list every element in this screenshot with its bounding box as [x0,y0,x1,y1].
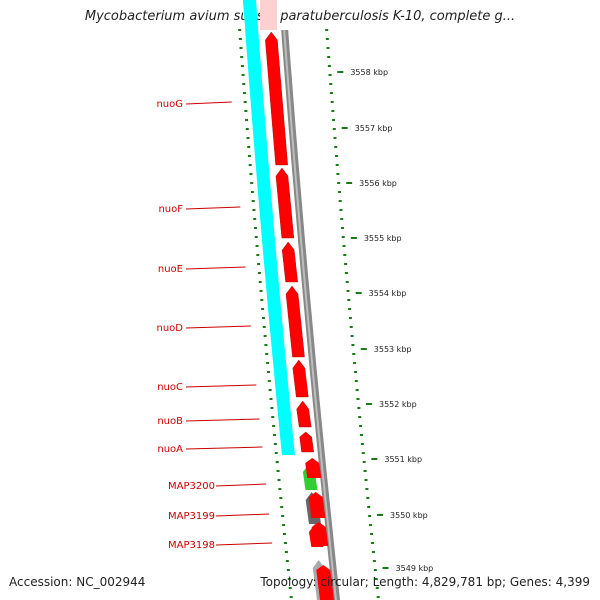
backbone-highlight [283,30,337,600]
gene-arrow-0 [265,31,288,166]
topology-summary: Topology: circular; Length: 4,829,781 bp… [260,575,590,589]
gene-arrow-4 [292,359,309,398]
gene-label-nuoC: nuoC [157,382,183,393]
gene-arrow-5 [296,400,312,428]
scale-label: 3549 kbp [396,564,434,573]
leader-line [185,418,260,422]
leader-line [215,542,273,546]
leader-line [185,206,241,210]
gene-arrow-6 [299,431,314,453]
gene-label-nuoB: nuoB [157,416,183,427]
reverse-gene-top [243,0,256,5]
map-gene-arrow-3 [316,565,334,600]
scale-label: 3550 kbp [390,511,428,520]
gene-label-nuoA: nuoA [157,444,183,455]
backbone [281,30,340,600]
scale-label: 3558 kbp [350,68,388,77]
leader-line [215,513,270,517]
gene-label-MAP3200: MAP3200 [168,481,215,492]
tick-marks [238,29,389,598]
gene-label-nuoG: nuoG [156,99,183,110]
leader-line [185,446,263,450]
scale-label: 3551 kbp [384,455,422,464]
scale-labels: 3558 kbp 3557 kbp 3556 kbp 3555 kbp 3554 kbp… [350,68,433,573]
scale-label: 3557 kbp [355,124,393,133]
leader-line [215,483,267,487]
scale-label: 3556 kbp [359,179,397,188]
gene-arrow-3 [285,285,305,358]
gene-label-nuoF: nuoF [158,204,183,215]
leader-line [185,384,257,388]
map-gene-arrow-2 [311,522,329,546]
scale-label: 3554 kbp [369,289,407,298]
scale-label: 3552 kbp [379,400,417,409]
leader-line [185,266,246,270]
leader-line [185,101,232,105]
gene-label-nuoE: nuoE [158,264,183,275]
map-gene-arrow-0 [305,458,322,478]
leader-line [185,325,251,329]
gene-label-MAP3199: MAP3199 [168,511,215,522]
forward-strand-track [260,0,334,600]
reverse-gene-block [243,0,295,455]
map-gene-arrow-1 [308,492,326,518]
accession-text: Accession: NC_002944 [9,575,146,589]
gene-label-MAP3198: MAP3198 [168,540,215,551]
reverse-strand-track [243,0,295,455]
gene-arrow-1 [275,167,295,239]
map-title: Mycobacterium avium subsp. paratuberculo… [84,9,516,24]
scale-label: 3555 kbp [364,234,402,243]
scale-label: 3553 kbp [374,345,412,354]
gene-label-nuoD: nuoD [157,323,184,334]
top-marker [260,0,277,30]
label-leader-lines [185,101,273,546]
gene-arrow-2 [281,241,298,283]
gene-labels: nuoG nuoF nuoE nuoD nuoC nuoB nuoA MAP3200 MAP31… [156,99,215,551]
